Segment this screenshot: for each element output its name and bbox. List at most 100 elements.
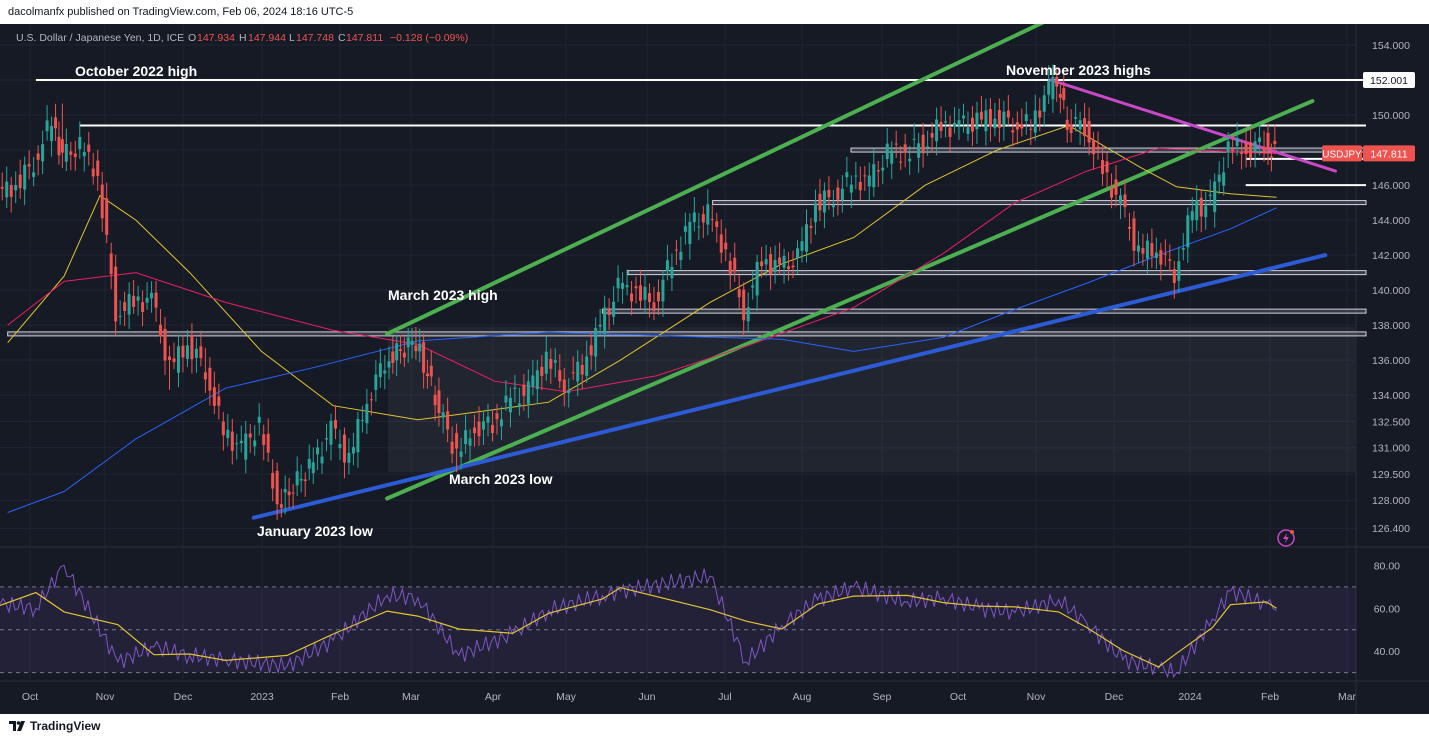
candle-body — [674, 249, 678, 251]
candle-body — [194, 348, 198, 358]
candle-body — [917, 143, 921, 158]
candle-body — [827, 189, 831, 198]
candle-body — [495, 413, 499, 420]
candle-body — [840, 188, 844, 201]
candle-body — [1110, 188, 1114, 198]
chart-area[interactable]: October 2022 high November 2023 highs Marc… — [0, 4, 1429, 714]
candle-body — [710, 218, 714, 220]
ma50-line — [7, 124, 1277, 421]
candle-body — [872, 164, 876, 188]
candle-body — [1024, 114, 1028, 122]
candle-body — [127, 294, 131, 315]
annotation-label: March 2023 low — [449, 471, 553, 487]
candle-body — [50, 126, 54, 142]
low-value: 147.748 — [296, 32, 334, 44]
candle-body — [567, 390, 571, 394]
candle-body — [450, 441, 454, 454]
publish-bar: dacolmanfx published on TradingView.com,… — [0, 0, 1429, 24]
candle-body — [235, 443, 239, 445]
candle-body — [1058, 93, 1062, 98]
last-price-tag — [1363, 145, 1415, 162]
candle-body — [688, 221, 692, 245]
candle-body — [508, 397, 512, 413]
rsi-ma-line — [0, 586, 1277, 668]
candle-body — [1163, 253, 1167, 255]
symbol-tag-label: USDJPY — [1322, 149, 1362, 160]
candle-body — [764, 259, 768, 265]
candle-body — [473, 427, 477, 434]
lightning-icon[interactable] — [1277, 529, 1295, 547]
price-axis-label: 134.000 — [1372, 390, 1410, 402]
candle-body — [429, 365, 433, 377]
price-axis-label: 146.000 — [1372, 180, 1410, 192]
rsi-axis-label: 60.00 — [1374, 603, 1400, 615]
candle-body — [831, 205, 835, 208]
annotation-label: November 2023 highs — [1006, 62, 1151, 78]
candle-body — [625, 285, 629, 288]
candle-body — [692, 212, 696, 223]
candle-body — [1006, 110, 1010, 118]
candle-body — [966, 127, 970, 134]
candle-body — [809, 225, 813, 228]
candle-body — [535, 370, 539, 390]
candle-body — [486, 416, 490, 423]
candle-body — [719, 234, 723, 253]
time-axis-label: Mar — [402, 691, 421, 703]
candle-body — [1127, 226, 1131, 229]
candle-body — [993, 118, 997, 129]
candle-body — [441, 412, 445, 418]
candle-body — [544, 351, 548, 374]
candle-body — [402, 352, 406, 358]
candle-body — [1273, 140, 1277, 144]
candle-body — [123, 302, 127, 311]
low-label: L — [289, 32, 295, 44]
time-axis-label: Oct — [950, 691, 966, 703]
candle-body — [665, 260, 669, 272]
candle-body — [939, 122, 943, 131]
price-chart[interactable]: October 2022 high November 2023 highs Marc… — [0, 4, 1429, 714]
candle-body — [926, 146, 930, 148]
candle-body — [333, 419, 337, 429]
candle-body — [212, 387, 216, 406]
candle-body — [1096, 146, 1100, 150]
candle-body — [5, 181, 9, 198]
resistance-line — [1049, 78, 1337, 173]
candle-body — [230, 431, 234, 451]
candle-body — [957, 120, 961, 126]
candle-body — [1199, 197, 1203, 217]
candle-body — [1132, 218, 1136, 251]
candle-body — [894, 143, 898, 145]
candle-body — [1051, 77, 1055, 100]
candle-body — [455, 433, 459, 449]
candle-body — [27, 164, 31, 167]
time-axis-label: 2023 — [250, 691, 274, 703]
candle-body — [1118, 195, 1122, 204]
candle-body — [1150, 243, 1154, 257]
candle-body — [787, 266, 791, 270]
price-axis-label: 138.000 — [1372, 320, 1410, 332]
annotations: October 2022 high November 2023 highs Marc… — [75, 62, 1151, 539]
candle-body — [849, 184, 853, 193]
price-axis-label: 126.400 — [1372, 523, 1410, 535]
candle-body — [118, 315, 122, 317]
candle-body — [1114, 179, 1118, 195]
candle-body — [383, 370, 387, 374]
candle-body — [1231, 149, 1235, 152]
candle-body — [1087, 120, 1091, 143]
tradingview-brand: TradingView — [30, 719, 101, 733]
candle-body — [82, 151, 86, 157]
candle-body — [262, 434, 266, 445]
time-axis-label: Mar — [1338, 691, 1357, 703]
time-axis-label: Feb — [331, 691, 349, 703]
time-axis-label: Dec — [174, 691, 193, 703]
candle-body — [9, 185, 13, 197]
candle-body — [391, 351, 395, 363]
channel-lower-line — [385, 99, 1315, 501]
candle-body — [303, 479, 307, 482]
candle-body — [733, 257, 737, 272]
candle-body — [526, 381, 530, 404]
candle-body — [168, 356, 171, 360]
candle-body — [724, 242, 728, 250]
tradingview-logo[interactable] — [8, 717, 26, 735]
candle-body — [1217, 174, 1221, 182]
